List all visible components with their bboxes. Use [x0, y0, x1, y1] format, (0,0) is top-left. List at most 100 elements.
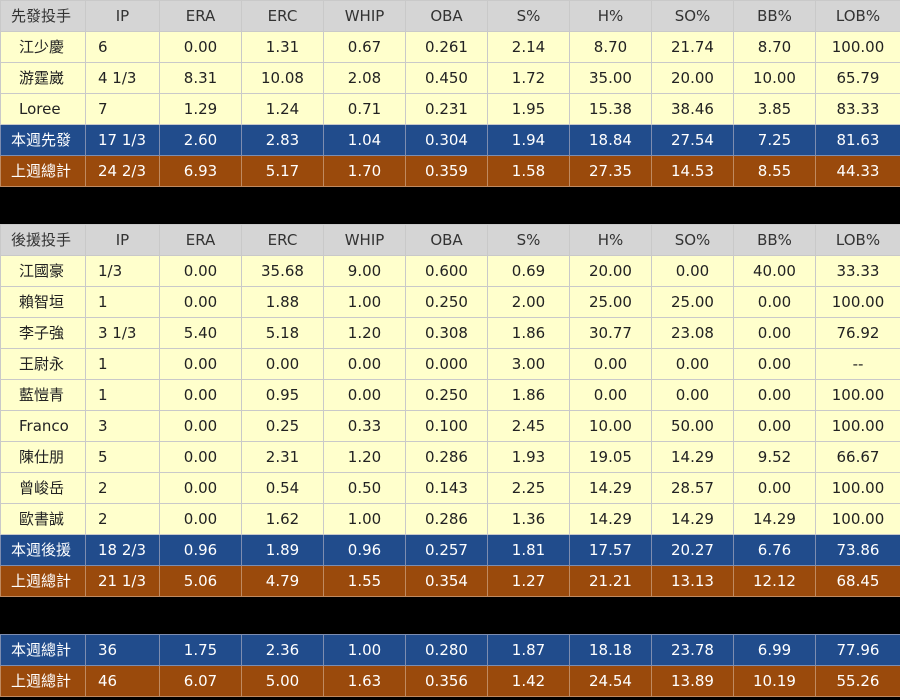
cell-oba: 0.354	[405, 565, 488, 597]
cell-oba: 0.359	[405, 155, 488, 187]
cell-oba: 0.600	[405, 255, 488, 287]
cell-erc: 1.89	[241, 534, 324, 566]
cell-so-pct: 50.00	[651, 410, 734, 442]
cell-bb-pct: 10.19	[733, 665, 816, 697]
cell-whip: 1.63	[323, 665, 406, 697]
cell-name: Franco	[0, 410, 86, 442]
cell-whip: 0.33	[323, 410, 406, 442]
relievers-table: 後援投手 IP ERA ERC WHIP OBA S% H% SO% BB% LOB% 江國豪 1/3 0…	[0, 224, 900, 597]
cell-whip: 1.00	[323, 634, 406, 666]
cell-ip: 24 2/3	[85, 155, 160, 187]
cell-name: 本週後援	[0, 534, 86, 566]
cell-erc: 1.31	[241, 31, 324, 63]
cell-ip: 7	[85, 93, 160, 125]
cell-ip: 1	[85, 286, 160, 318]
cell-h-pct: 8.70	[569, 31, 652, 63]
header-s-pct: S%	[487, 224, 570, 256]
cell-s-pct: 2.14	[487, 31, 570, 63]
cell-whip: 0.50	[323, 472, 406, 504]
cell-erc: 0.54	[241, 472, 324, 504]
cell-so-pct: 14.29	[651, 441, 734, 473]
cell-oba: 0.450	[405, 62, 488, 94]
cell-name: 上週總計	[0, 565, 86, 597]
header-row: 先發投手 IP ERA ERC WHIP OBA S% H% SO% BB% LOB%	[0, 0, 900, 32]
cell-whip: 0.00	[323, 348, 406, 380]
cell-h-pct: 17.57	[569, 534, 652, 566]
pitcher-row: 藍愷青 1 0.00 0.95 0.00 0.250 1.86 0.00 0.00 0.00 100…	[0, 379, 900, 411]
cell-h-pct: 18.84	[569, 124, 652, 156]
cell-so-pct: 0.00	[651, 255, 734, 287]
cell-ip: 17 1/3	[85, 124, 160, 156]
last-week-row: 上週總計 21 1/3 5.06 4.79 1.55 0.354 1.27 21.21 13.1…	[0, 565, 900, 597]
header-h-pct: H%	[569, 224, 652, 256]
cell-bb-pct: 40.00	[733, 255, 816, 287]
cell-s-pct: 1.81	[487, 534, 570, 566]
cell-whip: 1.20	[323, 317, 406, 349]
cell-so-pct: 13.13	[651, 565, 734, 597]
cell-ip: 18 2/3	[85, 534, 160, 566]
totals-table: 本週總計 36 1.75 2.36 1.00 0.280 1.87 18.18 23.78 6.9…	[0, 634, 900, 697]
pitcher-row: 陳仕朋 5 0.00 2.31 1.20 0.286 1.93 19.05 14.29 9.52 6…	[0, 441, 900, 473]
cell-era: 2.60	[159, 124, 242, 156]
cell-erc: 2.36	[241, 634, 324, 666]
cell-h-pct: 0.00	[569, 348, 652, 380]
cell-era: 5.06	[159, 565, 242, 597]
cell-so-pct: 23.78	[651, 634, 734, 666]
cell-so-pct: 20.00	[651, 62, 734, 94]
header-era: ERA	[159, 224, 242, 256]
header-whip: WHIP	[323, 224, 406, 256]
cell-bb-pct: 10.00	[733, 62, 816, 94]
cell-era: 6.93	[159, 155, 242, 187]
cell-ip: 4 1/3	[85, 62, 160, 94]
cell-whip: 1.00	[323, 286, 406, 318]
header-h-pct: H%	[569, 0, 652, 32]
cell-lob-pct: 66.67	[815, 441, 900, 473]
cell-whip: 9.00	[323, 255, 406, 287]
cell-ip: 1	[85, 348, 160, 380]
cell-so-pct: 13.89	[651, 665, 734, 697]
cell-h-pct: 14.29	[569, 472, 652, 504]
cell-h-pct: 25.00	[569, 286, 652, 318]
cell-whip: 1.20	[323, 441, 406, 473]
cell-name: Loree	[0, 93, 86, 125]
cell-s-pct: 1.93	[487, 441, 570, 473]
header-bb-pct: BB%	[733, 224, 816, 256]
pitcher-row: 賴智垣 1 0.00 1.88 1.00 0.250 2.00 25.00 25.00 0.00 1…	[0, 286, 900, 318]
cell-erc: 0.95	[241, 379, 324, 411]
header-era: ERA	[159, 0, 242, 32]
cell-s-pct: 1.87	[487, 634, 570, 666]
cell-whip: 1.04	[323, 124, 406, 156]
cell-ip: 46	[85, 665, 160, 697]
cell-h-pct: 18.18	[569, 634, 652, 666]
cell-oba: 0.250	[405, 379, 488, 411]
cell-s-pct: 0.69	[487, 255, 570, 287]
cell-bb-pct: 7.25	[733, 124, 816, 156]
cell-oba: 0.356	[405, 665, 488, 697]
cell-so-pct: 0.00	[651, 348, 734, 380]
cell-name: 本週總計	[0, 634, 86, 666]
cell-bb-pct: 8.70	[733, 31, 816, 63]
cell-ip: 6	[85, 31, 160, 63]
cell-bb-pct: 0.00	[733, 472, 816, 504]
cell-name: 上週總計	[0, 155, 86, 187]
cell-ip: 3 1/3	[85, 317, 160, 349]
cell-so-pct: 38.46	[651, 93, 734, 125]
last-week-row: 上週總計 24 2/3 6.93 5.17 1.70 0.359 1.58 27.35 14.5…	[0, 155, 900, 187]
header-oba: OBA	[405, 224, 488, 256]
cell-bb-pct: 0.00	[733, 317, 816, 349]
cell-lob-pct: 44.33	[815, 155, 900, 187]
cell-erc: 1.88	[241, 286, 324, 318]
cell-oba: 0.143	[405, 472, 488, 504]
cell-era: 0.00	[159, 503, 242, 535]
cell-name: 歐書誠	[0, 503, 86, 535]
starters-table: 先發投手 IP ERA ERC WHIP OBA S% H% SO% BB% LOB% 江少慶 6 0.0…	[0, 0, 900, 187]
cell-so-pct: 20.27	[651, 534, 734, 566]
cell-lob-pct: 100.00	[815, 31, 900, 63]
cell-ip: 21 1/3	[85, 565, 160, 597]
cell-erc: 2.83	[241, 124, 324, 156]
cell-erc: 5.18	[241, 317, 324, 349]
cell-s-pct: 2.00	[487, 286, 570, 318]
cell-lob-pct: 100.00	[815, 286, 900, 318]
cell-whip: 1.70	[323, 155, 406, 187]
cell-era: 0.00	[159, 379, 242, 411]
